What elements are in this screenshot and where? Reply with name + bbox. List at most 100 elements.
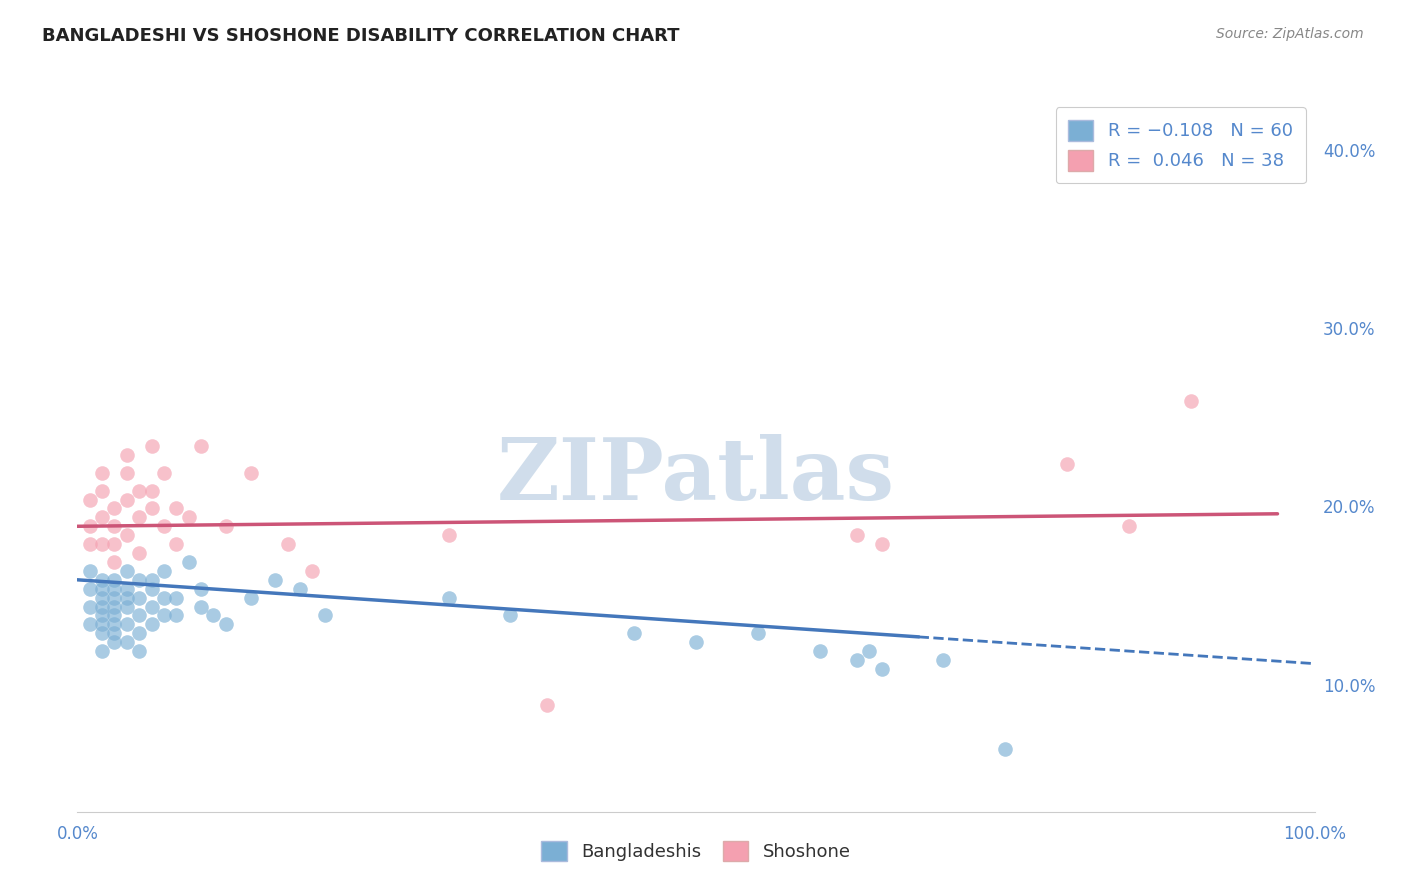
- Point: [103, 519, 125, 533]
- Point: [177, 510, 200, 524]
- Point: [103, 537, 125, 551]
- Point: [301, 564, 323, 578]
- Point: [91, 537, 114, 551]
- Point: [845, 528, 868, 542]
- Point: [103, 608, 125, 623]
- Point: [141, 501, 163, 516]
- Point: [91, 644, 114, 658]
- Point: [747, 626, 769, 640]
- Point: [91, 466, 114, 480]
- Point: [858, 644, 880, 658]
- Point: [1118, 519, 1140, 533]
- Point: [536, 698, 558, 712]
- Text: ZIPatlas: ZIPatlas: [496, 434, 896, 518]
- Point: [190, 582, 212, 596]
- Point: [685, 635, 707, 649]
- Point: [202, 608, 225, 623]
- Point: [870, 662, 893, 676]
- Point: [623, 626, 645, 640]
- Point: [264, 573, 287, 587]
- Point: [103, 591, 125, 605]
- Point: [115, 564, 138, 578]
- Point: [870, 537, 893, 551]
- Text: 20.0%: 20.0%: [1323, 500, 1375, 517]
- Point: [128, 510, 150, 524]
- Point: [79, 599, 101, 614]
- Point: [165, 608, 187, 623]
- Point: [115, 466, 138, 480]
- Point: [153, 591, 176, 605]
- Point: [165, 591, 187, 605]
- Point: [177, 555, 200, 569]
- Point: [79, 617, 101, 632]
- Point: [165, 501, 187, 516]
- Point: [115, 635, 138, 649]
- Point: [103, 599, 125, 614]
- Point: [845, 653, 868, 667]
- Point: [128, 591, 150, 605]
- Point: [115, 617, 138, 632]
- Point: [277, 537, 299, 551]
- Point: [91, 591, 114, 605]
- Point: [141, 599, 163, 614]
- Point: [314, 608, 336, 623]
- Point: [79, 492, 101, 507]
- Point: [153, 564, 176, 578]
- Point: [1056, 457, 1078, 471]
- Point: [994, 742, 1017, 756]
- Point: [79, 519, 101, 533]
- Point: [115, 599, 138, 614]
- Text: 40.0%: 40.0%: [1323, 143, 1375, 161]
- Point: [141, 617, 163, 632]
- Point: [115, 591, 138, 605]
- Point: [808, 644, 831, 658]
- Point: [190, 439, 212, 453]
- Point: [91, 617, 114, 632]
- Point: [499, 608, 522, 623]
- Point: [141, 439, 163, 453]
- Point: [115, 528, 138, 542]
- Legend: Bangladeshis, Shoshone: Bangladeshis, Shoshone: [529, 828, 863, 874]
- Point: [1180, 394, 1202, 409]
- Point: [115, 582, 138, 596]
- Point: [91, 573, 114, 587]
- Point: [115, 448, 138, 462]
- Point: [103, 501, 125, 516]
- Point: [141, 582, 163, 596]
- Point: [91, 510, 114, 524]
- Point: [437, 591, 460, 605]
- Point: [215, 519, 238, 533]
- Point: [128, 483, 150, 498]
- Point: [103, 582, 125, 596]
- Point: [153, 466, 176, 480]
- Point: [79, 564, 101, 578]
- Point: [103, 626, 125, 640]
- Point: [153, 608, 176, 623]
- Point: [91, 626, 114, 640]
- Point: [91, 599, 114, 614]
- Point: [932, 653, 955, 667]
- Point: [115, 492, 138, 507]
- Point: [190, 599, 212, 614]
- Text: 30.0%: 30.0%: [1323, 321, 1375, 339]
- Point: [141, 483, 163, 498]
- Text: 10.0%: 10.0%: [1323, 678, 1375, 696]
- Point: [128, 626, 150, 640]
- Point: [288, 582, 311, 596]
- Point: [215, 617, 238, 632]
- Point: [128, 546, 150, 560]
- Point: [239, 591, 262, 605]
- Text: BANGLADESHI VS SHOSHONE DISABILITY CORRELATION CHART: BANGLADESHI VS SHOSHONE DISABILITY CORRE…: [42, 27, 679, 45]
- Point: [128, 573, 150, 587]
- Point: [128, 644, 150, 658]
- Point: [103, 555, 125, 569]
- Point: [103, 635, 125, 649]
- Point: [128, 608, 150, 623]
- Point: [437, 528, 460, 542]
- Point: [165, 537, 187, 551]
- Point: [103, 617, 125, 632]
- Point: [79, 537, 101, 551]
- Point: [91, 582, 114, 596]
- Point: [91, 483, 114, 498]
- Point: [141, 573, 163, 587]
